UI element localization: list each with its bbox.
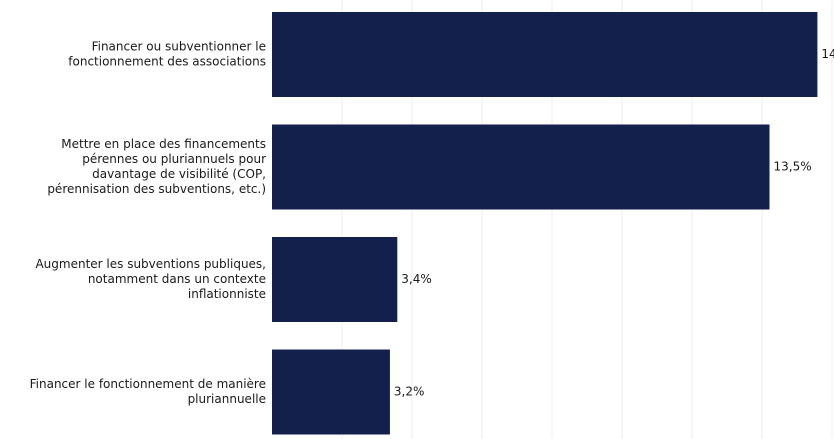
category-label-line: inflationniste bbox=[188, 287, 266, 301]
bar bbox=[272, 237, 398, 322]
bar bbox=[272, 124, 770, 210]
data-label: 13,5% bbox=[774, 160, 812, 174]
category-label: Augmenter les subventions publiques, nota… bbox=[35, 257, 266, 301]
category-label-line: Augmenter les subventions publiques, bbox=[35, 257, 266, 271]
category-label-line: fonctionnement des associations bbox=[68, 55, 266, 69]
category-label-line: Financer ou subventionner le bbox=[92, 40, 266, 54]
category-labels: Financer ou subventionner le fonctionneme… bbox=[30, 40, 266, 407]
category-label-line: Financer le fonctionnement de manière bbox=[30, 377, 266, 391]
category-label: Financer le fonctionnement de manière plu… bbox=[30, 377, 266, 406]
category-label: Financer ou subventionner le fonctionneme… bbox=[68, 40, 266, 69]
data-label: 3,4% bbox=[401, 272, 432, 286]
data-label: 3,2% bbox=[394, 385, 425, 399]
category-label: Mettre en place des financements pérennes… bbox=[47, 137, 266, 196]
category-label-line: pluriannuelle bbox=[188, 392, 266, 406]
category-label-line: davantage de visibilité (COP, bbox=[92, 167, 266, 181]
category-label-line: pérennes ou pluriannuels pour bbox=[82, 152, 266, 166]
bar bbox=[272, 12, 818, 97]
data-label: 14,8% bbox=[821, 47, 834, 61]
category-label-line: Mettre en place des financements bbox=[61, 137, 266, 151]
bar bbox=[272, 349, 390, 435]
value-labels: 14,8% 13,5% 3,4% 3,2% bbox=[394, 47, 834, 399]
bars bbox=[272, 12, 818, 435]
category-label-line: notamment dans un contexte bbox=[88, 272, 266, 286]
category-label-line: pérennisation des subventions, etc.) bbox=[47, 182, 266, 196]
